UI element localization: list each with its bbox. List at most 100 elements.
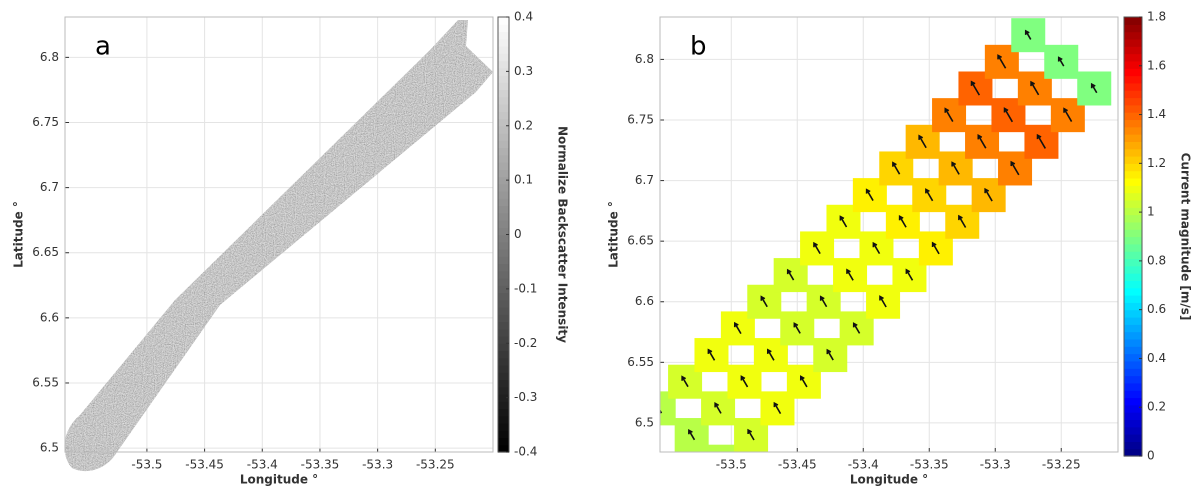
- colorbar-segment: [498, 415, 509, 424]
- x-tick-label: -53.5: [716, 458, 747, 472]
- colorbar-segment: [1124, 346, 1142, 355]
- current-arrow: [681, 375, 689, 388]
- colorbar-segment: [498, 394, 509, 402]
- colorbar-segment: [1124, 397, 1142, 406]
- colorbar-segment: [1124, 448, 1142, 457]
- colorbar-segment: [1124, 295, 1142, 303]
- colorbar-segment: [1124, 148, 1142, 157]
- colorbar-segment: [498, 401, 509, 410]
- colorbar-segment: [1124, 134, 1142, 142]
- colorbar-segment: [498, 307, 509, 315]
- colorbar-segment: [498, 60, 509, 69]
- colorbar-segment: [498, 241, 509, 250]
- x-tick-label: -53.35: [301, 458, 340, 472]
- colorbar-tick-label: 1.6: [1147, 58, 1166, 72]
- colorbar-segment: [498, 118, 509, 127]
- colorbar-segment: [498, 336, 509, 344]
- colorbar-tick-label: 0.3: [514, 64, 533, 78]
- current-arrow: [872, 241, 881, 255]
- colorbar-segment: [498, 444, 509, 453]
- current-arrow: [799, 375, 808, 388]
- colorbar-segment: [1124, 273, 1142, 281]
- colorbar-tick-label: 0.2: [1147, 400, 1166, 414]
- colorbar-segment: [498, 53, 509, 62]
- colorbar-segment: [498, 38, 509, 47]
- colorbar-tick-label: 0.1: [514, 173, 533, 187]
- colorbar-segment: [498, 82, 509, 91]
- colorbar-segment: [1124, 126, 1142, 135]
- colorbar-segment: [498, 154, 509, 163]
- axes: -53.5 -53.45 -53.4 -53.35 -53.3 -53.25 6.5 6.55…: [607, 10, 1193, 487]
- colorbar-segment: [498, 220, 509, 228]
- axes-frame: [659, 16, 1119, 453]
- colorbar-segment: [1124, 185, 1142, 194]
- y-tick-label: 6.8: [635, 52, 654, 66]
- y-tick-label: 6.65: [627, 234, 654, 248]
- colorbar-segment: [1124, 104, 1142, 113]
- current-arrow: [714, 402, 722, 414]
- current-arrow: [813, 241, 821, 255]
- colorbar-segment: [498, 408, 509, 417]
- colorbar-segment: [1124, 24, 1142, 33]
- axes-frame: [64, 16, 494, 453]
- colorbar-segment: [498, 183, 509, 192]
- colorbar-tick-label: -0.1: [514, 281, 537, 295]
- colorbar-segment: [1124, 221, 1142, 230]
- colorbar-segment: [1124, 258, 1142, 267]
- colorbar-segment: [1124, 112, 1142, 121]
- current-arrow: [773, 401, 782, 415]
- current-cell: [707, 444, 742, 452]
- colorbar-segment: [498, 328, 509, 337]
- colorbar-segment: [1124, 309, 1142, 318]
- x-tick-label: -53.35: [910, 458, 949, 472]
- colorbar-segment: [498, 205, 509, 214]
- colorbar-segment: [1124, 207, 1142, 216]
- current-arrow: [1063, 107, 1073, 122]
- current-arrow: [740, 375, 749, 388]
- colorbar-segment: [498, 386, 509, 395]
- y-tick-label: 6.8: [40, 50, 59, 64]
- current-arrow: [944, 107, 954, 122]
- y-tick-label: 6.5: [635, 415, 654, 429]
- plots: -53.5 -53.45 -53.4 -53.35 -53.3 -53.25 6.5 6.55…: [12, 10, 1193, 487]
- colorbar-segment: [498, 227, 509, 236]
- colorbar-tick-label: 1.4: [1147, 107, 1166, 121]
- colorbar-tick-label: 0.4: [514, 10, 533, 24]
- y-tick-label: 6.6: [40, 310, 59, 324]
- colorbar-segment: [498, 169, 509, 178]
- colorbar-segment: [498, 133, 509, 141]
- colorbar-segment: [1124, 119, 1142, 128]
- panel-label: a: [95, 32, 111, 62]
- colorbar-segment: [498, 111, 509, 120]
- current-arrow: [760, 295, 768, 308]
- colorbar-segment: [498, 125, 509, 134]
- colorbar-segment: [498, 198, 509, 207]
- colorbar-tick-label: 1.2: [1147, 156, 1166, 170]
- y-tick-label: 6.55: [627, 355, 654, 369]
- quiver-field: [660, 18, 1112, 452]
- current-arrow: [918, 134, 927, 149]
- current-arrow: [879, 295, 887, 308]
- y-tick-label: 6.65: [32, 245, 59, 259]
- colorbar-segment: [1124, 243, 1142, 252]
- current-arrow: [892, 161, 901, 175]
- x-tick-label: -53.4: [848, 458, 879, 472]
- colorbar-segment: [1124, 251, 1142, 260]
- x-axis-label: Longitude °: [240, 473, 318, 487]
- colorbar-segment: [1124, 441, 1142, 450]
- colorbar-segment: [1124, 390, 1142, 399]
- colorbar-tick-label: 0.2: [514, 118, 533, 132]
- colorbar-segment: [498, 162, 509, 170]
- x-tick-label: -53.3: [980, 458, 1011, 472]
- colorbar-segment: [498, 430, 509, 439]
- colorbar-segment: [1124, 141, 1142, 150]
- colorbar-segment: [1124, 90, 1142, 99]
- colorbar-segment: [1124, 338, 1142, 347]
- current-arrow: [786, 268, 795, 281]
- axes: -53.5 -53.45 -53.4 -53.35 -53.3 -53.25 6.5 6.55…: [12, 10, 570, 487]
- colorbar-segment: [1124, 170, 1142, 179]
- current-arrow: [905, 268, 914, 281]
- current-arrow: [826, 348, 834, 361]
- current-arrow: [997, 54, 1007, 69]
- current-arrow: [766, 348, 775, 361]
